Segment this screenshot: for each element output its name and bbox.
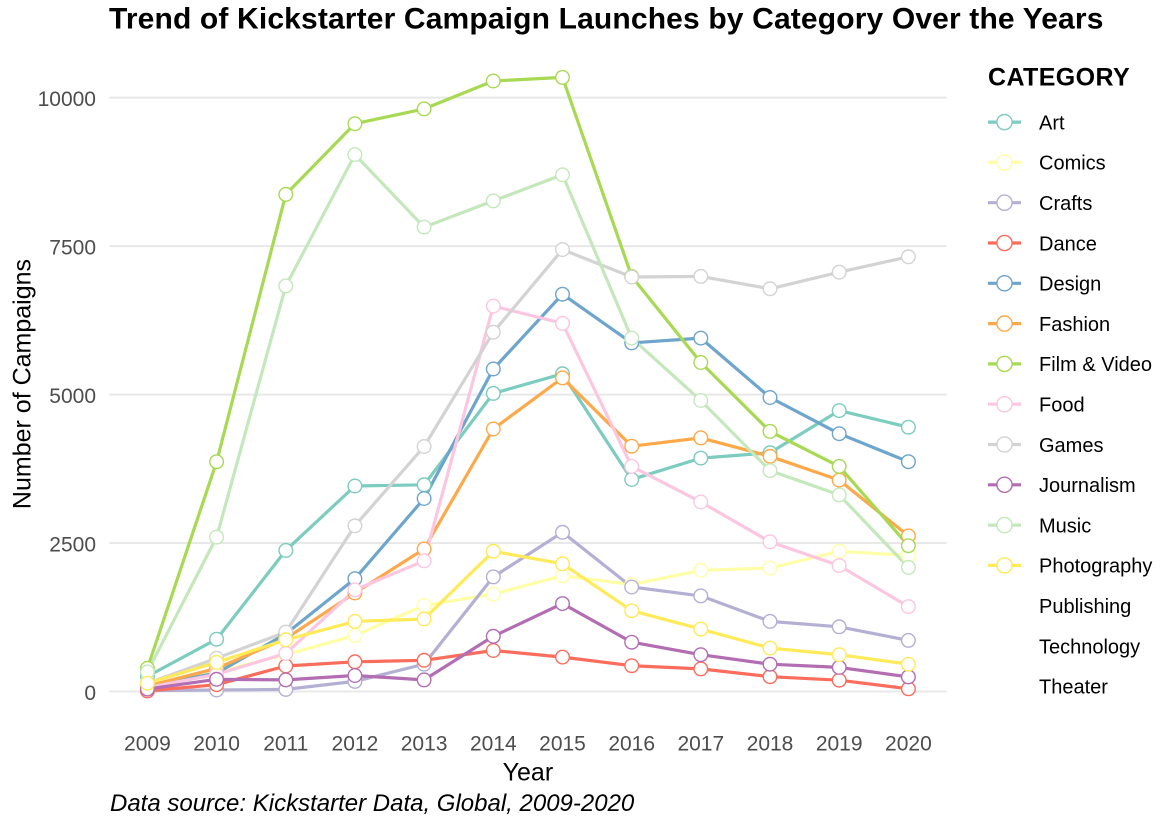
- svg-text:Crafts: Crafts: [1039, 193, 1092, 215]
- svg-text:0: 0: [84, 682, 96, 705]
- svg-text:Film & Video: Film & Video: [1039, 354, 1152, 376]
- svg-text:Fashion: Fashion: [1039, 314, 1110, 336]
- svg-text:Food: Food: [1039, 395, 1085, 417]
- svg-text:Design: Design: [1039, 274, 1101, 296]
- svg-text:2010: 2010: [193, 733, 240, 756]
- svg-text:Publishing: Publishing: [1039, 596, 1131, 618]
- svg-text:Comics: Comics: [1039, 153, 1106, 175]
- svg-text:2016: 2016: [608, 733, 655, 756]
- svg-text:2012: 2012: [332, 733, 379, 756]
- svg-text:Journalism: Journalism: [1039, 475, 1136, 497]
- svg-text:2013: 2013: [401, 733, 448, 756]
- svg-text:7500: 7500: [49, 237, 96, 260]
- svg-text:Dance: Dance: [1039, 233, 1097, 255]
- svg-text:Theater: Theater: [1039, 677, 1108, 699]
- svg-text:Year: Year: [503, 758, 554, 786]
- svg-text:Art: Art: [1039, 112, 1065, 134]
- svg-text:2009: 2009: [124, 733, 171, 756]
- svg-text:Photography: Photography: [1039, 556, 1152, 578]
- svg-text:Music: Music: [1039, 515, 1091, 537]
- svg-text:2015: 2015: [539, 733, 586, 756]
- svg-text:10000: 10000: [38, 88, 96, 111]
- svg-text:Games: Games: [1039, 435, 1103, 457]
- svg-text:Data source: Kickstarter Data,: Data source: Kickstarter Data, Global, 2…: [110, 790, 635, 817]
- svg-text:5000: 5000: [49, 385, 96, 408]
- svg-text:2017: 2017: [677, 733, 724, 756]
- svg-text:2019: 2019: [816, 733, 863, 756]
- svg-text:Technology: Technology: [1039, 636, 1140, 658]
- svg-text:Trend of Kickstarter Campaign: Trend of Kickstarter Campaign Launches b…: [109, 3, 1104, 36]
- svg-text:CATEGORY: CATEGORY: [988, 64, 1130, 92]
- svg-text:Number of Campaigns: Number of Campaigns: [9, 259, 37, 509]
- svg-text:2014: 2014: [470, 733, 517, 756]
- svg-text:2020: 2020: [885, 733, 932, 756]
- svg-text:2011: 2011: [263, 733, 308, 756]
- svg-text:2018: 2018: [747, 733, 794, 756]
- svg-text:2500: 2500: [49, 534, 96, 557]
